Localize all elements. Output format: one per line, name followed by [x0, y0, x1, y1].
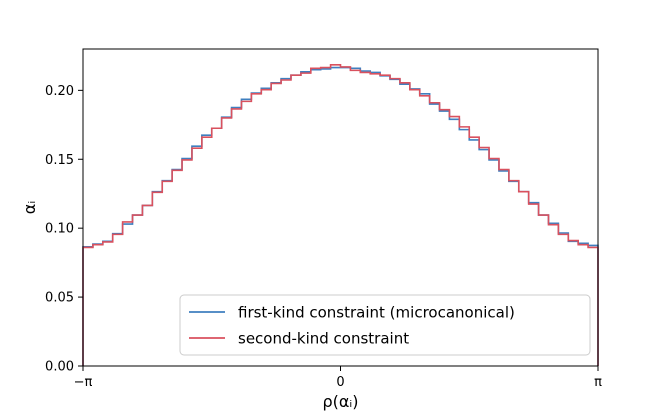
y-tick-label: 0.00	[45, 360, 74, 375]
x-axis-ticks: −π 0 π	[74, 366, 602, 390]
x-tick-label: −π	[74, 375, 93, 390]
series-layer	[82, 64, 599, 366]
x-tick-label: 0	[336, 375, 344, 390]
x-axis-label: ρ(αᵢ)	[322, 392, 358, 411]
legend-label-1: first-kind constraint (microcanonical)	[238, 304, 515, 322]
legend-box	[179, 294, 591, 356]
y-tick-label: 0.15	[45, 153, 74, 168]
y-axis-ticks: 0.00 0.05 0.10 0.15 0.20	[45, 84, 83, 375]
y-tick-label: 0.20	[45, 84, 74, 99]
series-line-2	[82, 64, 599, 366]
legend-label-2: second-kind constraint	[238, 330, 409, 348]
y-tick-label: 0.10	[45, 222, 74, 237]
legend: first-kind constraint (microcanonical) se…	[179, 294, 591, 356]
x-tick-label: π	[594, 375, 602, 390]
y-axis-label: αᵢ	[20, 201, 39, 214]
y-tick-label: 0.05	[45, 291, 74, 306]
